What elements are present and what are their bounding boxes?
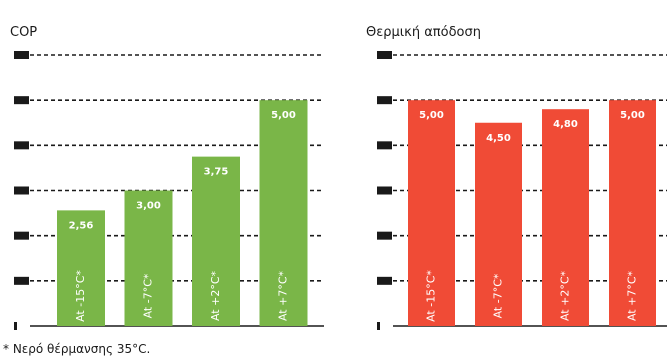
bar xyxy=(408,100,455,327)
y-tick-marker xyxy=(14,96,29,105)
category-label: At +2°C* xyxy=(209,270,222,321)
data-label: 3,00 xyxy=(136,201,161,212)
category-label: At -15°C* xyxy=(74,270,87,322)
data-label: 4,50 xyxy=(486,133,511,144)
footnote: * Νερό θέρμανσης 35°C. xyxy=(3,342,151,356)
y-tick-marker xyxy=(377,276,392,285)
y-tick-marker xyxy=(14,276,29,285)
y-tick-marker xyxy=(14,51,29,59)
bar xyxy=(259,100,308,327)
y-tick-marker xyxy=(14,141,29,150)
category-label: At -7°C* xyxy=(492,273,505,318)
bar xyxy=(192,156,240,326)
y-tick-marker xyxy=(377,322,380,330)
thermal-output-plot: 5,00 At -15°C* 4,50 At -7°C* 4,80 At +2°C* 5,0… xyxy=(377,51,667,330)
category-label: At +7°C* xyxy=(277,270,290,321)
cop-plot: 2,56 At -15°C* 3,00 At -7°C* 3,75 At +2°C* 5,0… xyxy=(14,51,324,330)
y-tick-marker xyxy=(14,322,17,330)
y-tick-marker xyxy=(14,186,29,195)
data-label: 5,00 xyxy=(419,110,444,121)
category-label: At +7°C* xyxy=(626,270,639,321)
category-label: At +2°C* xyxy=(559,270,572,321)
data-label: 3,75 xyxy=(204,167,229,178)
cop-chart: COP 2,56 At -15°C* 3,00 At -7°C* 3,75 At +2°C… xyxy=(0,0,333,340)
data-label: 5,00 xyxy=(271,110,296,121)
category-label: At -7°C* xyxy=(142,273,155,318)
bar xyxy=(542,109,589,326)
chart-title: COP xyxy=(10,25,38,40)
y-tick-marker xyxy=(377,186,392,195)
category-label: At -15°C* xyxy=(425,270,438,322)
data-label: 4,80 xyxy=(553,119,578,130)
bar xyxy=(124,190,173,326)
bar xyxy=(57,210,105,326)
data-label: 5,00 xyxy=(620,110,645,121)
y-tick-marker xyxy=(377,51,392,59)
bar xyxy=(609,100,656,327)
data-label: 2,56 xyxy=(69,220,94,231)
y-tick-marker xyxy=(377,96,392,105)
chart-title: Θερμική απόδοση xyxy=(366,25,481,40)
y-tick-marker xyxy=(377,141,392,150)
thermal-output-chart: Θερμική απόδοση 5,00 At -15°C* 4,50 At -7°C… xyxy=(355,0,667,340)
y-tick-marker xyxy=(377,231,392,240)
y-tick-marker xyxy=(14,231,29,240)
bar xyxy=(475,122,522,326)
